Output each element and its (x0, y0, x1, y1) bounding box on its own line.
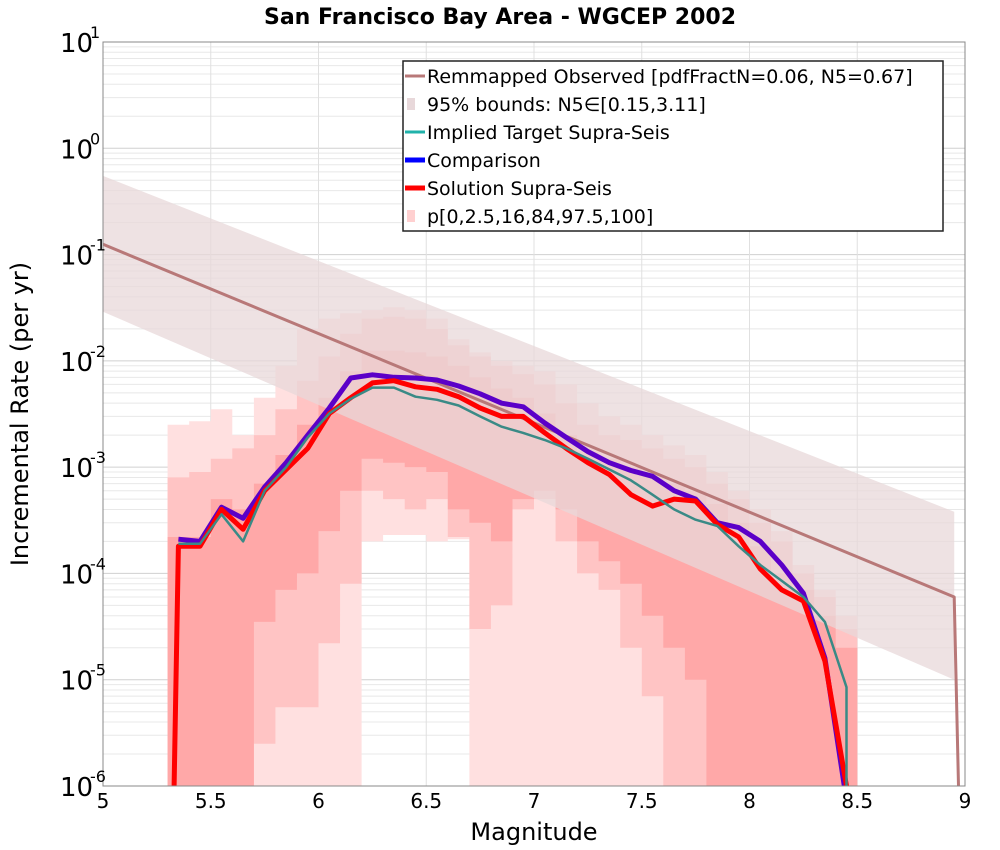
legend-item: Implied Target Supra-Seis (405, 122, 670, 144)
y-tick-label: 10-4 (60, 554, 106, 590)
x-axis-label: Magnitude (470, 818, 597, 846)
series-implied-target (178, 386, 848, 786)
y-tick-label: 101 (60, 23, 100, 59)
y-tick-label: 10-2 (60, 342, 106, 378)
y-tick-label: 10-6 (60, 767, 106, 803)
y-tick-base: 10 (60, 773, 93, 803)
legend-item: Solution Supra-Seis (405, 178, 612, 200)
legend-swatch (407, 98, 415, 110)
y-tick-exponent: -1 (90, 236, 106, 255)
y-tick-base: 10 (60, 454, 93, 484)
legend-label: p[0,2.5,16,84,97.5,100] (427, 206, 653, 228)
x-tick-labels: 5 5.5 6 6.5 7 7.5 8 8.5 9 (97, 789, 972, 813)
y-tick-base: 10 (60, 135, 93, 165)
y-tick-exponent: -4 (90, 554, 106, 573)
plot-frame (102, 41, 966, 787)
x-tick-label: 7.5 (626, 789, 658, 813)
y-tick-label: 100 (60, 129, 100, 165)
y-tick-exponent: -2 (90, 342, 106, 361)
legend-item: p[0,2.5,16,84,97.5,100] (407, 206, 653, 228)
legend-item: Remmapped Observed [pdfFractN=0.06, N5=0… (405, 66, 913, 88)
percentile-bands (167, 307, 858, 786)
x-tick-label: 5.5 (195, 789, 227, 813)
y-tick-exponent: -3 (90, 448, 106, 467)
x-tick-label: 8 (743, 789, 756, 813)
observed-bounds-area (103, 175, 955, 680)
chart-title: San Francisco Bay Area - WGCEP 2002 (264, 5, 736, 30)
series-comparison (178, 372, 847, 787)
legend-box (402, 60, 944, 232)
x-tick-label: 6.5 (410, 789, 442, 813)
observed-95-bounds (103, 175, 955, 680)
y-tick-base: 10 (60, 348, 93, 378)
legend-label: Remmapped Observed [pdfFractN=0.06, N5=0… (427, 66, 913, 88)
legend-label: Comparison (427, 150, 541, 172)
x-tick-label: 5 (97, 789, 110, 813)
band-p16-p84 (167, 350, 858, 786)
series-lines (102, 242, 960, 787)
y-tick-base: 10 (60, 29, 93, 59)
legend-label: Implied Target Supra-Seis (427, 122, 670, 144)
y-tick-exponent: 0 (90, 129, 100, 148)
legend: Remmapped Observed [pdfFractN=0.06, N5=0… (402, 60, 944, 232)
y-axis-label: Incremental Rate (per yr) (6, 262, 34, 566)
y-tick-exponent: 1 (90, 23, 100, 42)
y-tick-base: 10 (60, 242, 93, 272)
legend-item: 95% bounds: N5∈[0.15,3.11] (407, 94, 706, 116)
y-tick-label: 10-3 (60, 448, 106, 484)
y-tick-exponent: -5 (90, 661, 106, 680)
y-tick-base: 10 (60, 667, 93, 697)
legend-label: Solution Supra-Seis (427, 178, 612, 200)
y-tick-label: 10-5 (60, 661, 106, 697)
legend-label: 95% bounds: N5∈[0.15,3.11] (427, 94, 706, 116)
x-tick-label: 8.5 (841, 789, 873, 813)
legend-swatch (407, 210, 415, 222)
series-remapped-observed (102, 242, 960, 787)
x-tick-label: 9 (959, 789, 972, 813)
x-tick-label: 7 (528, 789, 541, 813)
y-tick-base: 10 (60, 560, 93, 590)
y-tick-label: 10-1 (60, 236, 106, 272)
y-tick-exponent: -6 (90, 767, 106, 786)
legend-item: Comparison (405, 150, 541, 172)
x-tick-label: 6 (312, 789, 325, 813)
